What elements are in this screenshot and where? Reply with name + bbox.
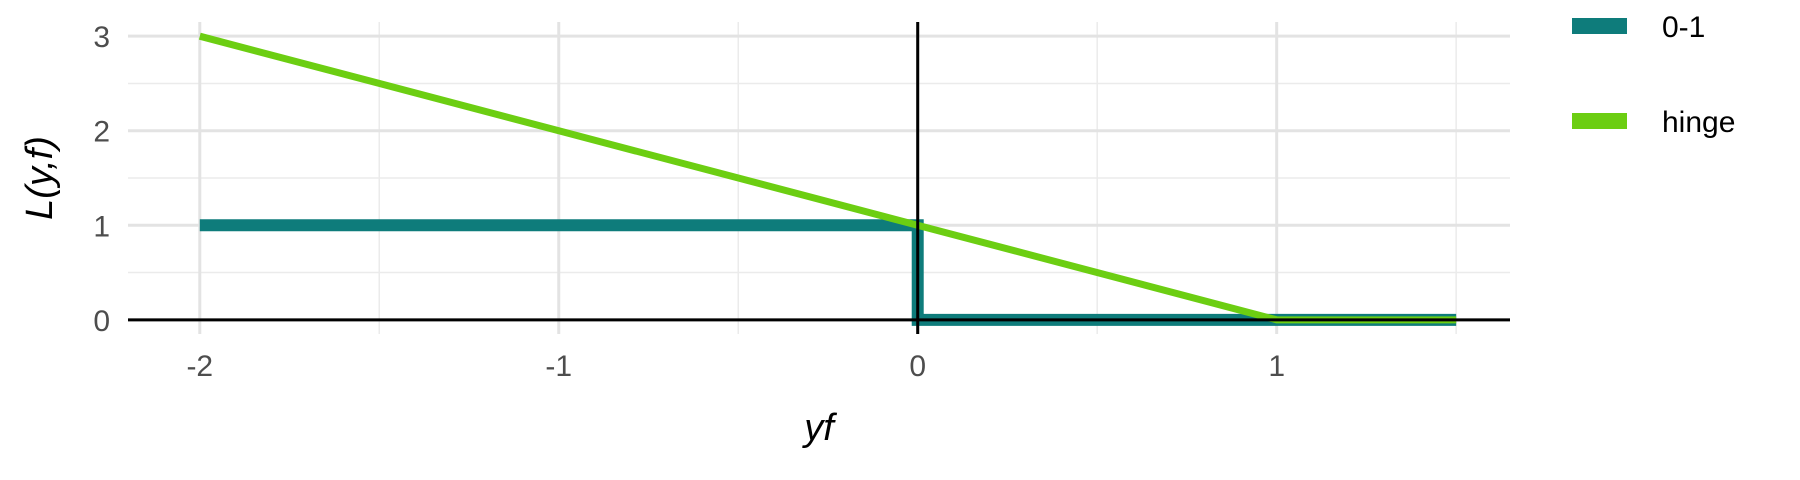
legend-label-hinge: hinge xyxy=(1662,106,1735,139)
x-tick-label: -2 xyxy=(186,350,213,383)
y-axis-title: L(y,f) xyxy=(19,136,61,220)
minor-gridlines xyxy=(128,22,1510,334)
x-tick-label: 1 xyxy=(1268,350,1285,383)
y-tick-label: 1 xyxy=(93,210,110,243)
x-tick-label: -1 xyxy=(545,350,572,383)
y-tick-label: 2 xyxy=(93,116,110,149)
x-tick-label: 0 xyxy=(909,350,926,383)
reference-lines xyxy=(128,22,1510,334)
tick-labels: -2 -1 0 1 0 1 2 3 xyxy=(93,21,1285,383)
legend-label-0-1: 0-1 xyxy=(1662,11,1705,44)
legend-key-0-1 xyxy=(1572,18,1627,34)
legend-key-hinge xyxy=(1572,113,1627,129)
y-tick-label: 0 xyxy=(93,305,110,338)
x-axis-title: yf xyxy=(801,407,837,449)
y-tick-label: 3 xyxy=(93,21,110,54)
legend: 0-1 hinge xyxy=(1572,11,1735,139)
